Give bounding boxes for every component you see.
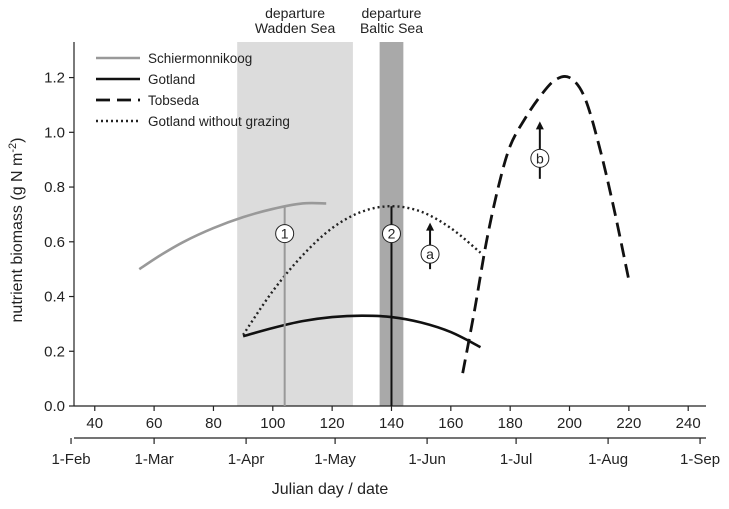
date-tick-label: 1-May: [314, 451, 356, 468]
marker-circle-2: [381, 224, 401, 244]
y-axis-label-superscript: -2: [7, 143, 19, 153]
y-tick-label: 0.6: [44, 234, 65, 251]
y-ticks: 0.0 0.2 0.4 0.6 0.8 1.0 1.2: [44, 70, 74, 415]
legend-label-gotland: Gotland: [148, 72, 195, 87]
legend-label-tobseda: Tobseda: [148, 93, 200, 108]
y-axis-label-main: nutrient biomass (g N m: [9, 153, 26, 323]
date-tick-label: 1-Jul: [500, 451, 533, 468]
arrow-head-b: [535, 121, 544, 130]
y-tick-label: 1.2: [44, 70, 65, 87]
legend: Schiermonnikoog Gotland Tobseda Gotland wit…: [96, 51, 290, 129]
legend-label-schiermonnikoog: Schiermonnikoog: [148, 51, 252, 66]
series-line-gotland: [242, 314, 482, 349]
date-tick-label: 1-Feb: [51, 451, 90, 468]
x-tick-label: 220: [616, 415, 641, 432]
x-tick-label: 60: [146, 415, 163, 432]
marker-label-2: 2: [388, 226, 396, 242]
band-label-2-line-1: departure: [362, 5, 422, 21]
series-lines: [138, 75, 631, 374]
date-tick-label: 1-Jun: [408, 451, 446, 468]
date-tick-label: 1-Sep: [680, 451, 720, 468]
x-tick-label: 140: [379, 415, 404, 432]
arrow-circle-b: [530, 148, 550, 168]
arrow-circle-a: [420, 244, 440, 264]
x-tick-label: 160: [438, 415, 463, 432]
band-label-1-line-2: Wadden Sea: [255, 20, 336, 36]
x-axis-label: Julian day / date: [272, 481, 389, 498]
y-tick-label: 0.4: [44, 289, 65, 306]
x-ticks: 40 60 80 100 120 140 160 180 200 220 240: [86, 406, 701, 432]
y-axis-label-close: ): [9, 138, 26, 143]
y-tick-label: 1.0: [44, 124, 65, 141]
series-line-schiermonnikoog: [138, 201, 327, 271]
band-wadden-sea: [237, 42, 353, 406]
x-tick-label: 200: [557, 415, 582, 432]
axes: [73, 42, 706, 439]
date-tick-label: 1-Mar: [135, 451, 174, 468]
arrow-label-a: a: [426, 246, 434, 262]
x-tick-label: 180: [498, 415, 523, 432]
x-tick-label: 100: [260, 415, 285, 432]
band-label-2-line-2: Baltic Sea: [360, 20, 423, 36]
x-tick-label: 120: [320, 415, 345, 432]
x-tick-label: 240: [676, 415, 701, 432]
y-tick-label: 0.8: [44, 179, 65, 196]
arrow-label-b: b: [536, 150, 544, 166]
series-line-gotland-without-grazing: [242, 205, 482, 336]
date-tick-label: 1-Aug: [588, 451, 628, 468]
band-label-1-line-1: departure: [265, 5, 325, 21]
arrows: ab: [420, 121, 550, 270]
date-tick-label: 1-Apr: [228, 451, 265, 468]
departure-bands: [237, 42, 404, 406]
marker-circle-1: [275, 224, 295, 244]
date-ticks: 1-Feb 1-Mar 1-Apr 1-May 1-Jun 1-Jul 1-Aug 1-Sep: [51, 438, 720, 468]
y-tick-label: 0.0: [44, 398, 65, 415]
series-line-tobseda: [461, 75, 631, 374]
y-tick-label: 0.2: [44, 343, 65, 360]
arrow-head-a: [426, 222, 435, 231]
legend-label-gotland-without-grazing: Gotland without grazing: [148, 114, 290, 129]
x-tick-label: 40: [86, 415, 103, 432]
x-tick-label: 80: [205, 415, 222, 432]
marker-label-1: 1: [281, 226, 289, 242]
y-axis-label: nutrient biomass (g N m-2): [7, 138, 26, 323]
